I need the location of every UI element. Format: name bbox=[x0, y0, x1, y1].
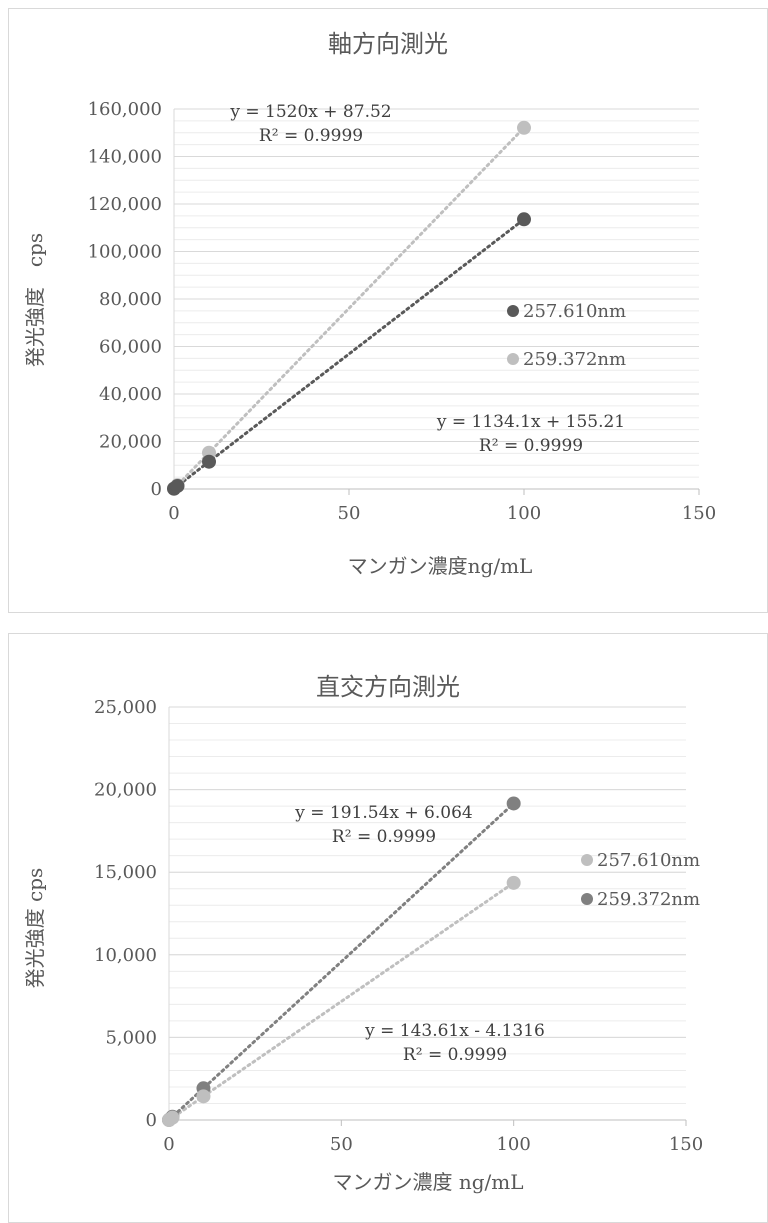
x-tick-label: 150 bbox=[682, 503, 716, 524]
x-tick-label: 100 bbox=[496, 1134, 530, 1155]
x-tick-label: 0 bbox=[168, 503, 179, 524]
legend-label-259: 259.372nm bbox=[523, 349, 626, 370]
data-point-259.372nm bbox=[517, 120, 531, 135]
y-tick-label: 25,000 bbox=[94, 697, 157, 718]
trendline-259.372nm bbox=[167, 801, 516, 1122]
y-tick-label: 20,000 bbox=[94, 780, 157, 801]
trendline-equation-259: y = 191.54x + 6.064 R² = 0.9999 bbox=[294, 803, 472, 847]
legend-marker-259 bbox=[581, 893, 593, 905]
svg-text:R² = 0.9999: R² = 0.9999 bbox=[259, 126, 363, 146]
legend-item-259: 259.372nm bbox=[581, 889, 700, 910]
y-tick-label: 10,000 bbox=[94, 945, 157, 966]
y-tick-label: 5,000 bbox=[105, 1027, 157, 1048]
legend: 257.610nm 259.372nm bbox=[581, 850, 700, 910]
y-tick-label: 60,000 bbox=[99, 337, 162, 358]
legend: 257.610nm 259.372nm bbox=[507, 301, 626, 370]
trendline-equation-257: y = 1134.1x + 155.21 R² = 0.9999 bbox=[436, 412, 625, 456]
data-point-257.610nm bbox=[202, 454, 216, 469]
legend-label-259: 259.372nm bbox=[597, 889, 700, 910]
y-tick-label: 120,000 bbox=[88, 194, 162, 215]
legend-item-257: 257.610nm bbox=[507, 301, 626, 322]
data-point-259.372nm bbox=[506, 796, 521, 811]
legend-marker-257 bbox=[581, 854, 593, 866]
svg-text:R² = 0.9999: R² = 0.9999 bbox=[479, 436, 583, 456]
data-point-257.610nm bbox=[517, 212, 531, 227]
legend-item-257: 257.610nm bbox=[581, 850, 700, 871]
x-tick-label: 100 bbox=[507, 503, 541, 524]
trendline-equation-259: y = 1520x + 87.52 R² = 0.9999 bbox=[229, 102, 391, 146]
data-point-257.610nm bbox=[170, 478, 185, 493]
legend-label-257: 257.610nm bbox=[597, 850, 700, 871]
chart-axial-svg: 0 20,000 40,000 60,000 80,000 100,000 120,000 1… bbox=[23, 30, 716, 578]
x-tick-label: 0 bbox=[163, 1134, 174, 1155]
chart-axial: 0 20,000 40,000 60,000 80,000 100,000 120,000 1… bbox=[8, 8, 768, 613]
svg-text:y = 191.54x + 6.064: y = 191.54x + 6.064 bbox=[294, 803, 472, 823]
x-tick-label: 50 bbox=[330, 1134, 353, 1155]
svg-text:R² = 0.9999: R² = 0.9999 bbox=[332, 827, 436, 847]
svg-text:y = 143.61x - 4.1316: y = 143.61x - 4.1316 bbox=[364, 1021, 545, 1041]
y-axis-title: 発光強度 cps bbox=[23, 233, 47, 367]
legend-label-257: 257.610nm bbox=[523, 301, 626, 322]
data-point-257.610nm bbox=[165, 1110, 180, 1125]
svg-text:y = 1134.1x + 155.21: y = 1134.1x + 155.21 bbox=[436, 412, 625, 432]
y-tick-label: 160,000 bbox=[88, 99, 162, 120]
chart-orthogonal: 0 5,000 10,000 15,000 20,000 25,000 0 50 100 150 … bbox=[8, 633, 768, 1223]
trendline-257.610nm bbox=[167, 881, 516, 1122]
chart-title: 軸方向測光 bbox=[328, 30, 448, 58]
x-axis-title: マンガン濃度 ng/mL bbox=[332, 1170, 523, 1194]
y-tick-label: 0 bbox=[151, 479, 162, 500]
data-point-257.610nm bbox=[196, 1089, 211, 1104]
data-point-257.610nm bbox=[506, 875, 521, 890]
legend-item-259: 259.372nm bbox=[507, 349, 626, 370]
y-tick-label: 20,000 bbox=[99, 432, 162, 453]
x-axis-title: マンガン濃度ng/mL bbox=[348, 554, 533, 578]
y-axis-title: 発光強度 cps bbox=[23, 868, 47, 989]
x-tick-label: 50 bbox=[338, 503, 361, 524]
y-tick-label: 80,000 bbox=[99, 289, 162, 310]
legend-marker-257 bbox=[507, 305, 519, 317]
y-tick-label: 40,000 bbox=[99, 384, 162, 405]
y-tick-label: 0 bbox=[146, 1110, 157, 1131]
trendline-257.610nm bbox=[172, 217, 526, 491]
y-tick-label: 140,000 bbox=[88, 147, 162, 168]
svg-text:y = 1520x + 87.52: y = 1520x + 87.52 bbox=[229, 102, 391, 122]
trendline-259.372nm bbox=[172, 126, 526, 491]
trendline-equation-257: y = 143.61x - 4.1316 R² = 0.9999 bbox=[364, 1021, 545, 1065]
chart-title: 直交方向測光 bbox=[316, 673, 460, 701]
y-tick-label: 100,000 bbox=[88, 242, 162, 263]
y-tick-label: 15,000 bbox=[94, 862, 157, 883]
x-tick-label: 150 bbox=[669, 1134, 703, 1155]
svg-text:R² = 0.9999: R² = 0.9999 bbox=[403, 1045, 507, 1065]
legend-marker-259 bbox=[507, 353, 519, 365]
